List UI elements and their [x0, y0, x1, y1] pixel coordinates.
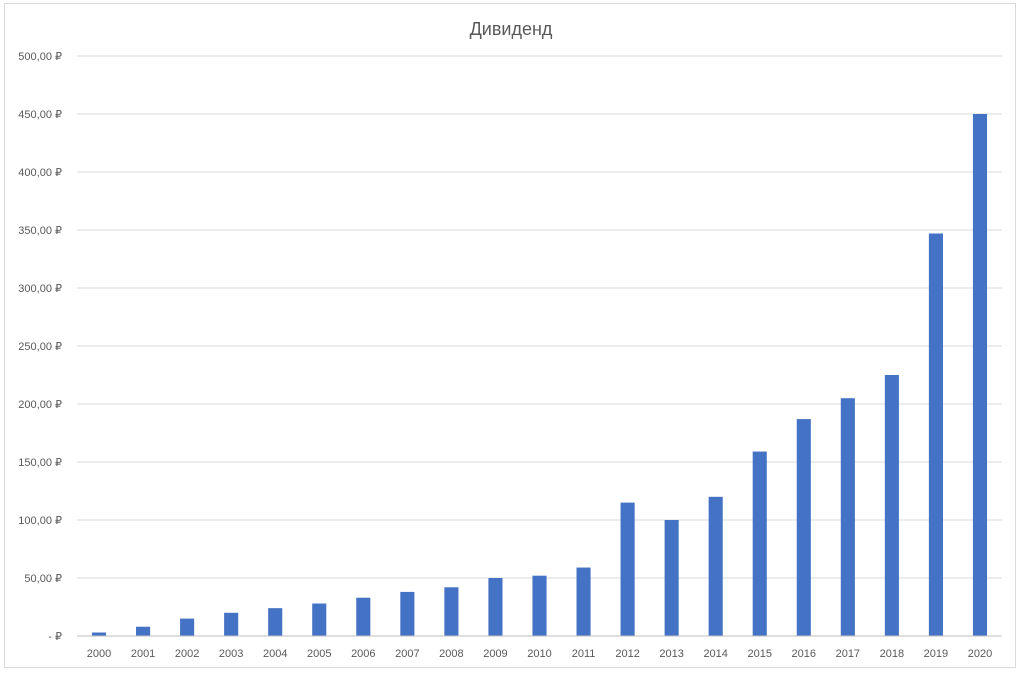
bar-2009: [488, 578, 503, 636]
bar-2000: [91, 632, 107, 636]
x-tick-label: 2008: [439, 648, 463, 660]
x-tick-label: 2009: [483, 648, 507, 660]
x-tick-label: 2000: [87, 648, 111, 660]
bar-2004: [268, 608, 283, 636]
x-tick-label: 2018: [880, 648, 904, 660]
bar-2015: [752, 451, 767, 636]
x-tick-label: 2005: [307, 648, 331, 660]
gridlines: [77, 55, 1002, 579]
y-tick-label: - ₽: [48, 631, 62, 643]
x-tick-label: 2019: [924, 648, 948, 660]
bar-2007: [400, 591, 415, 636]
bar-2002: [180, 618, 195, 636]
chart-title: Дивиденд: [470, 19, 553, 39]
y-tick-label: 500,00 ₽: [18, 51, 62, 63]
bar-2003: [224, 612, 239, 636]
y-tick-label: 200,00 ₽: [18, 399, 62, 411]
x-tick-label: 2007: [395, 648, 419, 660]
y-tick-label: 300,00 ₽: [18, 283, 62, 295]
bar-2011: [576, 567, 591, 636]
y-tick-label: 350,00 ₽: [18, 225, 62, 237]
y-tick-label: 50,00 ₽: [24, 573, 62, 585]
bar-2019: [928, 233, 943, 637]
y-axis-tick-labels: - ₽ 50,00 ₽ 100,00 ₽ 150,00 ₽ 200,00 ₽ 250,00…: [18, 51, 62, 643]
x-tick-label: 2011: [572, 648, 596, 660]
x-tick-label: 2020: [968, 648, 992, 660]
bar-2020: [972, 114, 988, 636]
bar-2012: [620, 502, 635, 636]
x-tick-label: 2010: [527, 648, 551, 660]
x-tick-label: 2013: [659, 648, 683, 660]
y-tick-label: 100,00 ₽: [18, 515, 62, 527]
bar-2001: [136, 626, 151, 636]
x-tick-label: 2001: [131, 648, 155, 660]
x-tick-label: 2015: [747, 648, 771, 660]
x-tick-label: 2006: [351, 648, 375, 660]
bar-2018: [884, 375, 899, 636]
x-tick-label: 2004: [263, 648, 287, 660]
bars: [91, 114, 988, 637]
bar-2016: [796, 419, 811, 636]
x-tick-label: 2014: [703, 648, 727, 660]
x-tick-label: 2016: [792, 648, 816, 660]
bar-2017: [840, 398, 855, 636]
bar-2010: [532, 575, 547, 636]
y-tick-label: 400,00 ₽: [18, 167, 62, 179]
bar-2006: [356, 597, 371, 636]
x-axis-tick-labels: 2000 2001 2002 2003 2004 2005 2006 2007 2008 2009…: [87, 648, 992, 660]
x-tick-label: 2002: [175, 648, 199, 660]
bar-2008: [444, 587, 459, 636]
bar-2005: [312, 603, 327, 636]
x-tick-label: 2017: [836, 648, 860, 660]
x-tick-label: 2012: [615, 648, 639, 660]
bar-2014: [708, 496, 723, 636]
y-tick-label: 450,00 ₽: [18, 109, 62, 121]
bar-2013: [664, 520, 679, 636]
y-tick-label: 250,00 ₽: [18, 341, 62, 353]
x-tick-label: 2003: [219, 648, 243, 660]
y-tick-label: 150,00 ₽: [18, 457, 62, 469]
